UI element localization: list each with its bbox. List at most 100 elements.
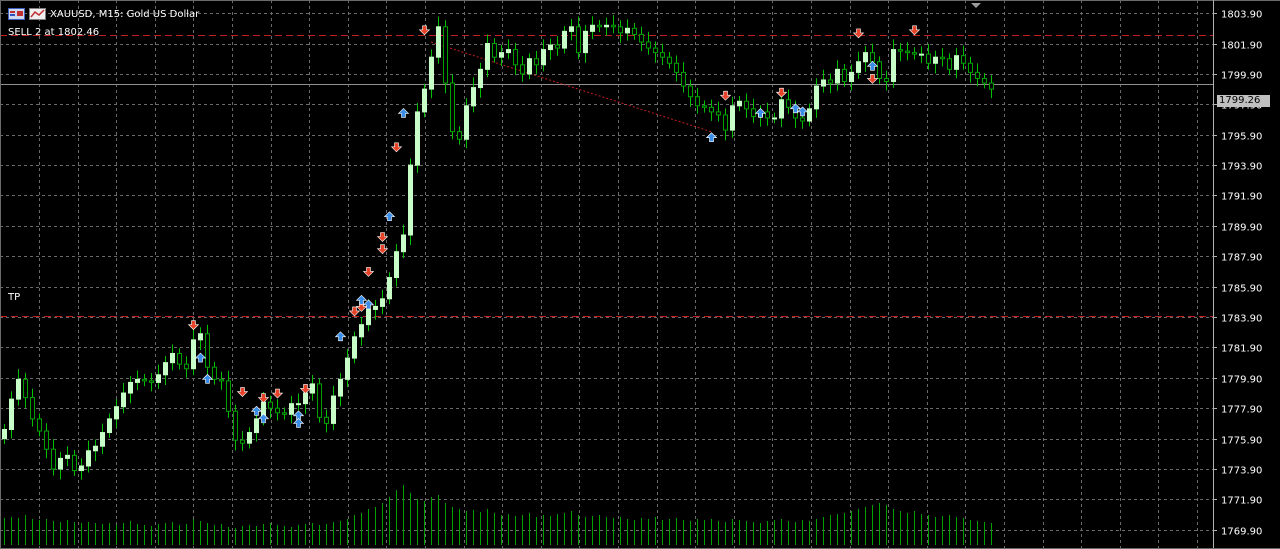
candle-body (30, 397, 35, 420)
candle-body (926, 53, 931, 64)
sell-arrow-icon (418, 25, 431, 36)
candle-body (821, 79, 826, 87)
candle-body (856, 61, 861, 73)
sell-order-label: SELL 2 at 1802.46 (8, 27, 100, 38)
candle-body (737, 100, 742, 107)
candle-body (100, 432, 105, 447)
candle-body (534, 58, 539, 66)
candle-body (9, 398, 14, 431)
candle-body (177, 353, 182, 365)
buy-arrow-icon (250, 405, 263, 416)
buy-arrow-icon (397, 107, 410, 118)
chart-header: XAUUSD, M15: Gold US Dollar (8, 8, 199, 20)
candle-body (408, 164, 413, 236)
buy-arrow-icon (355, 294, 368, 305)
candle-body (933, 56, 938, 64)
sell-arrow-icon (257, 393, 270, 404)
candle-body (429, 56, 434, 90)
candle-body (590, 24, 595, 32)
y-tick-label: 1777.90 (1221, 405, 1262, 416)
candle-body (233, 410, 238, 441)
price-axis: 1803.901801.901799.901797.901795.901793.… (1213, 10, 1262, 538)
candle-body (352, 336, 357, 359)
candle-body (310, 383, 315, 394)
take-profit-label: TP (8, 292, 21, 303)
candle-body (562, 30, 567, 49)
candle-body (891, 49, 896, 83)
candle-body (835, 68, 840, 84)
candle-body (163, 362, 168, 376)
candle-body (681, 71, 686, 87)
candle-body (44, 430, 49, 450)
candle-body (205, 333, 210, 368)
candle-body (800, 117, 805, 122)
candle-body (632, 27, 637, 35)
candle-body (170, 353, 175, 364)
candle-body (982, 77, 987, 84)
candle-body (961, 55, 966, 64)
candlesticks (2, 15, 994, 480)
current-price-tag: 1799.26 (1217, 95, 1270, 107)
candle-body (401, 234, 406, 253)
candle-body (653, 47, 658, 54)
candle-body (744, 100, 749, 110)
candle-body (296, 403, 301, 406)
y-tick-label: 1781.90 (1221, 344, 1262, 355)
candle-body (842, 68, 847, 83)
candle-body (492, 43, 497, 58)
y-tick-label: 1779.90 (1221, 375, 1262, 386)
candle-body (674, 62, 679, 73)
buy-arrow-icon (789, 103, 802, 114)
candle-body (156, 374, 161, 383)
candle-body (576, 26, 581, 54)
candle-body (254, 418, 259, 434)
candle-body (2, 429, 7, 440)
candle-body (695, 96, 700, 107)
volume-bars (4, 485, 992, 545)
candle-body (954, 55, 959, 70)
candle-body (107, 418, 112, 434)
y-tick-label: 1783.90 (1221, 314, 1262, 325)
candle-body (373, 305, 378, 310)
grid-lines (0, 0, 1213, 549)
y-tick-label: 1799.90 (1221, 71, 1262, 82)
sell-arrow-icon (348, 306, 361, 317)
candle-body (618, 26, 623, 34)
candle-body (128, 381, 133, 394)
candle-body (947, 58, 952, 70)
candle-body (660, 52, 665, 58)
candle-body (604, 24, 609, 28)
candle-body (471, 87, 476, 107)
candle-body (702, 105, 707, 108)
candle-body (303, 392, 308, 405)
buy-arrow-icon (796, 106, 809, 117)
candle-body (415, 111, 420, 166)
candle-body (884, 77, 889, 83)
candle-body (247, 432, 252, 444)
candle-body (436, 26, 441, 58)
candle-body (919, 53, 924, 56)
buy-arrow-icon (334, 331, 347, 342)
candle-body (149, 380, 154, 383)
y-tick-label: 1789.90 (1221, 223, 1262, 234)
candle-body (464, 105, 469, 140)
candle-body (16, 378, 21, 400)
buy-arrow-icon (194, 352, 207, 363)
buy-arrow-icon (866, 60, 879, 71)
candle-body (240, 439, 245, 444)
candle-body (828, 79, 833, 84)
y-tick-label: 1793.90 (1221, 162, 1262, 173)
candle-body (639, 33, 644, 43)
sell-arrow-icon (362, 267, 375, 277)
candle-body (583, 30, 588, 54)
candle-body (422, 88, 427, 113)
candle-body (688, 85, 693, 98)
candle-body (730, 105, 735, 131)
sell-arrow-icon (376, 232, 389, 242)
trade-level-lines (0, 35, 1213, 317)
candle-body (317, 383, 322, 418)
buy-arrow-icon (383, 211, 396, 222)
candle-body (142, 378, 147, 382)
sell-arrow-icon (376, 244, 389, 255)
